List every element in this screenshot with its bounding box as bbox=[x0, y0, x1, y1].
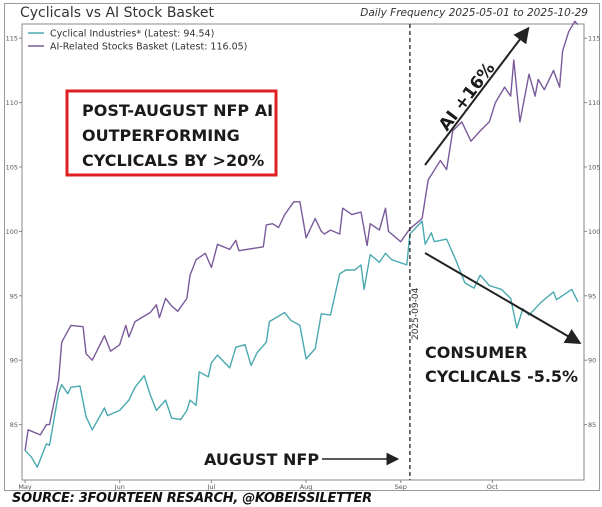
nfp-label: AUGUST NFP bbox=[204, 450, 319, 469]
x-tick-label: May bbox=[18, 483, 32, 491]
y-tick-label-right: 105 bbox=[588, 163, 600, 171]
y-tick-label-left: 85 bbox=[10, 421, 18, 429]
y-tick-label-left: 110 bbox=[6, 99, 18, 107]
chart-frame bbox=[4, 3, 600, 491]
x-tick-label: Aug bbox=[300, 483, 313, 491]
source-credit: SOURCE: 3FOURTEEN RESARCH, @KOBEISSILETT… bbox=[12, 491, 372, 506]
cyclical-label-line-2: CYCLICALS -5.5% bbox=[425, 367, 578, 386]
x-tick-label: Sep bbox=[395, 483, 407, 491]
x-axis: May Jun Jul Aug Sep Oct bbox=[18, 480, 498, 491]
y-tick-label-left: 105 bbox=[6, 163, 18, 171]
y-tick-label-left: 115 bbox=[6, 35, 18, 43]
plot-area bbox=[21, 23, 585, 481]
annotation-box: POST-AUGUST NFP AI OUTPERFORMING CYCLICA… bbox=[65, 89, 278, 177]
cyclical-down-arrow bbox=[424, 252, 582, 345]
legend: Cyclical Industries* (Latest: 94.54) AI-… bbox=[28, 29, 247, 53]
y-tick-label-right: 110 bbox=[588, 99, 600, 107]
y-tick-label-right: 90 bbox=[588, 357, 596, 365]
ai-up-arrow bbox=[424, 26, 530, 166]
y-tick-label-right: 115 bbox=[588, 35, 600, 43]
x-tick-label: Oct bbox=[487, 483, 499, 491]
x-tick-label: Jul bbox=[206, 483, 215, 491]
legend-label-cyclical: Cyclical Industries* (Latest: 94.54) bbox=[50, 29, 214, 40]
y-axis: 85 85 90 90 95 95 100 100 105 105 110 110 115 115 bbox=[6, 35, 601, 429]
y-tick-label-right: 95 bbox=[588, 292, 596, 300]
event-date-label: 2025-09-04 bbox=[411, 287, 421, 340]
y-tick-label-left: 95 bbox=[10, 292, 18, 300]
annotation-box-line-2: OUTPERFORMING bbox=[82, 126, 240, 145]
y-tick-label-left: 100 bbox=[6, 228, 18, 236]
y-tick-label-right: 100 bbox=[588, 228, 600, 236]
legend-label-ai: AI-Related Stocks Basket (Latest: 116.05… bbox=[50, 42, 247, 53]
annotation-box-border bbox=[65, 89, 278, 177]
series-line-ai bbox=[24, 20, 579, 451]
y-tick-label-left: 90 bbox=[10, 357, 18, 365]
series-lines bbox=[24, 20, 579, 468]
chart-title: Cyclicals vs AI Stock Basket bbox=[20, 5, 215, 21]
cyclical-label-line-1: CONSUMER bbox=[425, 343, 527, 362]
y-tick-label-right: 85 bbox=[588, 421, 596, 429]
ai-gain-label: AI +16% bbox=[435, 59, 499, 135]
annotation-box-line-3: CYCLICALS BY >20% bbox=[82, 151, 264, 170]
chart-subtitle: Daily Frequency 2025-05-01 to 2025-10-29 bbox=[360, 7, 588, 19]
x-tick-label: Jun bbox=[114, 483, 125, 491]
series-line-cyclical bbox=[24, 220, 579, 468]
annotation-box-line-1: POST-AUGUST NFP AI bbox=[82, 101, 273, 120]
